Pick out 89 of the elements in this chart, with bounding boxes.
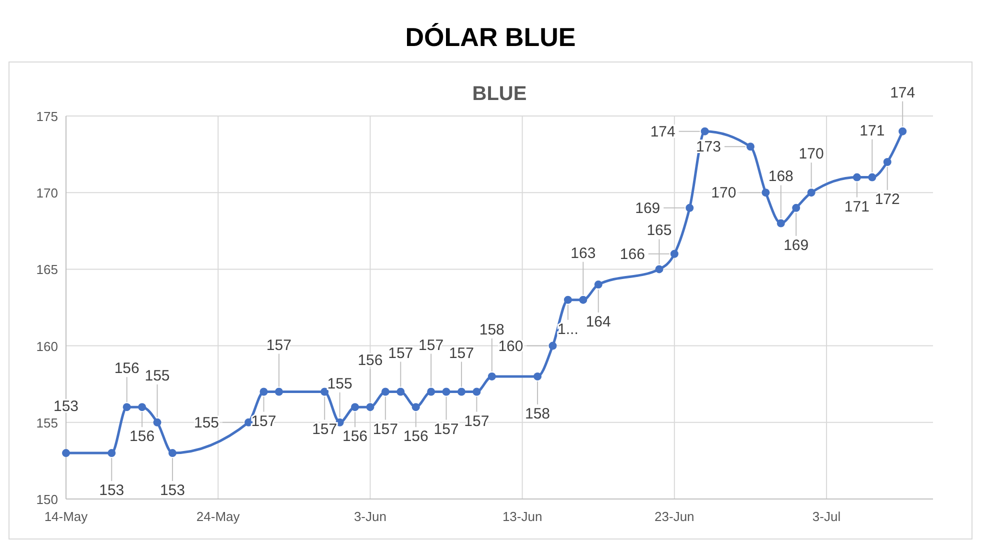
point <box>655 265 664 274</box>
point <box>472 388 481 396</box>
data-label: 157 <box>464 412 490 430</box>
point <box>153 418 162 426</box>
point <box>260 388 268 396</box>
point <box>457 388 466 396</box>
data-label: 153 <box>99 482 124 500</box>
data-label: 160 <box>498 338 524 355</box>
point <box>412 403 420 412</box>
point <box>579 296 588 304</box>
data-label: 155 <box>327 375 352 392</box>
point <box>792 204 800 212</box>
y-tick-label: 155 <box>36 415 58 430</box>
data-label: 157 <box>448 344 474 362</box>
data-label: 157 <box>266 336 292 354</box>
x-tick-label: 14-May <box>44 509 88 524</box>
point <box>274 388 283 396</box>
data-label: 171 <box>860 122 885 140</box>
point <box>320 388 329 396</box>
point <box>122 403 131 412</box>
data-label: 168 <box>768 168 794 186</box>
x-tick-label: 13-Jun <box>502 509 542 524</box>
chart-title: DÓLAR BLUE <box>405 22 576 52</box>
data-label: 155 <box>194 414 220 432</box>
point <box>762 188 770 197</box>
data-label: 156 <box>130 428 155 446</box>
data-label: 157 <box>418 336 444 354</box>
data-label: 169 <box>635 200 660 217</box>
data-label: 156 <box>114 360 140 378</box>
data-label: 174 <box>890 84 916 102</box>
data-label: 165 <box>646 222 672 240</box>
y-tick-label: 150 <box>36 492 58 507</box>
point <box>427 388 436 396</box>
data-label: 157 <box>251 412 276 430</box>
point <box>396 388 405 396</box>
data-label: 157 <box>372 420 398 438</box>
data-label: 157 <box>388 344 414 362</box>
point <box>534 372 542 380</box>
point <box>488 372 496 380</box>
point <box>594 280 602 289</box>
data-label: 171 <box>844 198 870 216</box>
data-label: 166 <box>620 246 645 263</box>
point <box>351 403 359 412</box>
point <box>686 204 694 212</box>
data-label: 156 <box>358 352 383 370</box>
data-label: 174 <box>650 123 676 140</box>
x-tick-label: 3-Jul <box>812 509 841 524</box>
data-label: 164 <box>586 314 611 331</box>
y-tick-label: 175 <box>36 109 58 124</box>
point <box>62 449 70 458</box>
x-tick-label: 3-Jun <box>354 509 386 524</box>
point <box>700 127 709 136</box>
data-label: 169 <box>784 236 809 254</box>
point <box>807 188 816 197</box>
point <box>366 403 374 412</box>
y-tick-label: 170 <box>36 186 58 201</box>
x-tick-label: 23-Jun <box>654 509 694 524</box>
data-label: 170 <box>711 184 736 202</box>
data-label: 155 <box>144 367 170 384</box>
y-tick-label: 160 <box>36 338 58 354</box>
point <box>883 158 892 166</box>
point <box>564 296 572 304</box>
data-label: 156 <box>342 428 368 446</box>
data-label: 1... <box>558 320 578 338</box>
data-label: 153 <box>53 398 79 416</box>
point <box>898 127 907 136</box>
point <box>108 449 116 458</box>
point <box>670 250 678 258</box>
data-label: 163 <box>570 244 596 262</box>
chart-subtitle: BLUE <box>472 83 527 105</box>
point <box>776 219 785 228</box>
point <box>746 142 754 151</box>
data-label: 156 <box>403 428 428 446</box>
data-label: 157 <box>312 420 338 438</box>
point <box>381 388 390 396</box>
data-label: 158 <box>525 405 550 422</box>
data-label: 153 <box>160 482 185 500</box>
point <box>548 342 557 350</box>
point <box>168 449 176 458</box>
point <box>138 403 146 412</box>
point <box>852 173 861 182</box>
data-label: 158 <box>479 321 504 338</box>
data-label: 172 <box>874 190 900 208</box>
y-tick-label: 165 <box>36 262 58 278</box>
point <box>868 173 876 182</box>
data-label: 157 <box>434 420 459 438</box>
x-tick-label: 24-May <box>196 509 240 524</box>
data-label: 170 <box>798 146 824 163</box>
point <box>442 388 450 396</box>
